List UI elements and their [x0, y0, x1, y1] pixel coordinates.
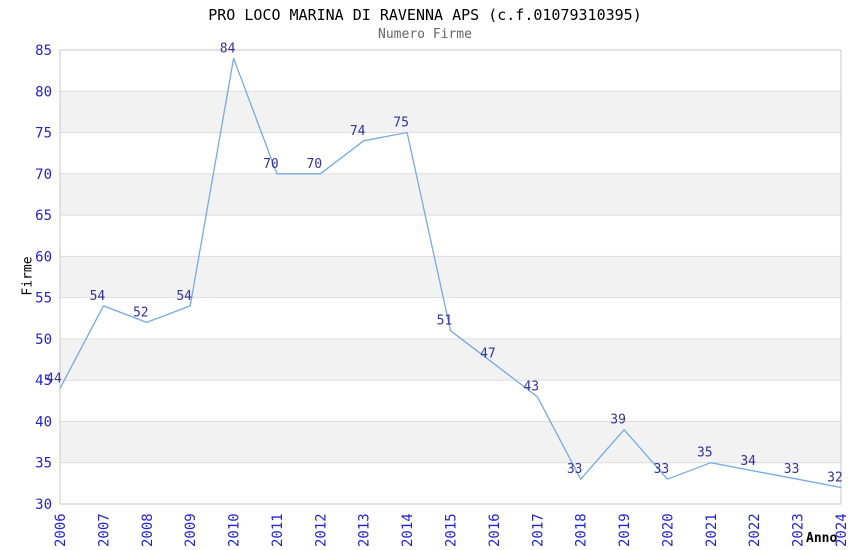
data-series-line	[59, 57, 842, 489]
x-tick-label: 2007	[96, 513, 112, 547]
data-point-label: 39	[610, 413, 626, 428]
y-tick-label: 40	[35, 415, 52, 431]
x-tick-label: 2006	[53, 513, 69, 547]
x-tick-label: 2024	[834, 513, 850, 547]
x-tick-label: 2020	[660, 513, 676, 547]
x-tick-label: 2010	[227, 513, 243, 547]
x-tick-label: 2009	[183, 513, 199, 547]
plot-band	[60, 91, 841, 133]
data-point-label: 47	[480, 347, 496, 362]
x-tick-label: 2021	[704, 513, 720, 547]
y-tick-label: 70	[35, 167, 52, 183]
x-axis-title: Anno	[806, 531, 838, 546]
y-tick-label: 35	[35, 456, 52, 472]
plot-band	[60, 256, 841, 298]
y-axis-title: Firme	[20, 256, 36, 296]
data-point-label: 75	[393, 116, 409, 131]
x-tick-label: 2015	[444, 513, 460, 547]
x-tick-label: 2023	[791, 513, 807, 547]
plot-border	[59, 49, 842, 505]
data-point-label: 44	[46, 371, 62, 386]
chart-title: PRO LOCO MARINA DI RAVENNA APS (c.f.0107…	[208, 6, 642, 24]
y-tick-label: 80	[35, 84, 52, 100]
x-tick-label: 2016	[487, 513, 503, 547]
y-tick-label: 45	[35, 373, 52, 389]
x-tick-label: 2018	[574, 513, 590, 547]
data-point-label: 54	[176, 289, 192, 304]
x-tick-label: 2012	[313, 513, 329, 547]
y-tick-label: 85	[35, 43, 52, 59]
plot-band	[60, 421, 841, 463]
data-point-label: 54	[90, 289, 106, 304]
plot-band	[60, 338, 841, 381]
data-point-label: 70	[306, 157, 322, 172]
data-point-label: 34	[740, 454, 756, 469]
data-point-label: 32	[827, 471, 843, 486]
x-tick-label: 2011	[270, 513, 286, 547]
data-point-label: 33	[567, 462, 583, 477]
x-tick-label: 2017	[530, 513, 546, 547]
data-point-label: 43	[523, 380, 539, 395]
data-point-label: 52	[133, 305, 149, 320]
x-tick-label: 2022	[747, 513, 763, 547]
data-point-label: 70	[263, 157, 279, 172]
data-point-label: 74	[350, 124, 366, 139]
data-point-label: 33	[654, 462, 670, 477]
y-tick-label: 50	[35, 332, 52, 348]
data-point-label: 33	[784, 462, 800, 477]
x-tick-label: 2019	[617, 513, 633, 547]
data-point-label: 84	[220, 41, 236, 56]
plot-band	[60, 173, 841, 216]
data-point-label: 35	[697, 446, 713, 461]
y-tick-label: 60	[35, 249, 52, 265]
chart-subtitle: Numero Firme	[378, 27, 472, 42]
y-tick-label: 75	[35, 126, 52, 142]
x-tick-label: 2014	[400, 513, 416, 547]
y-tick-label: 30	[35, 497, 52, 513]
x-tick-label: 2008	[140, 513, 156, 547]
data-point-label: 51	[437, 314, 453, 329]
x-tick-label: 2013	[357, 513, 373, 547]
y-tick-label: 65	[35, 208, 52, 224]
y-tick-label: 55	[35, 291, 52, 307]
